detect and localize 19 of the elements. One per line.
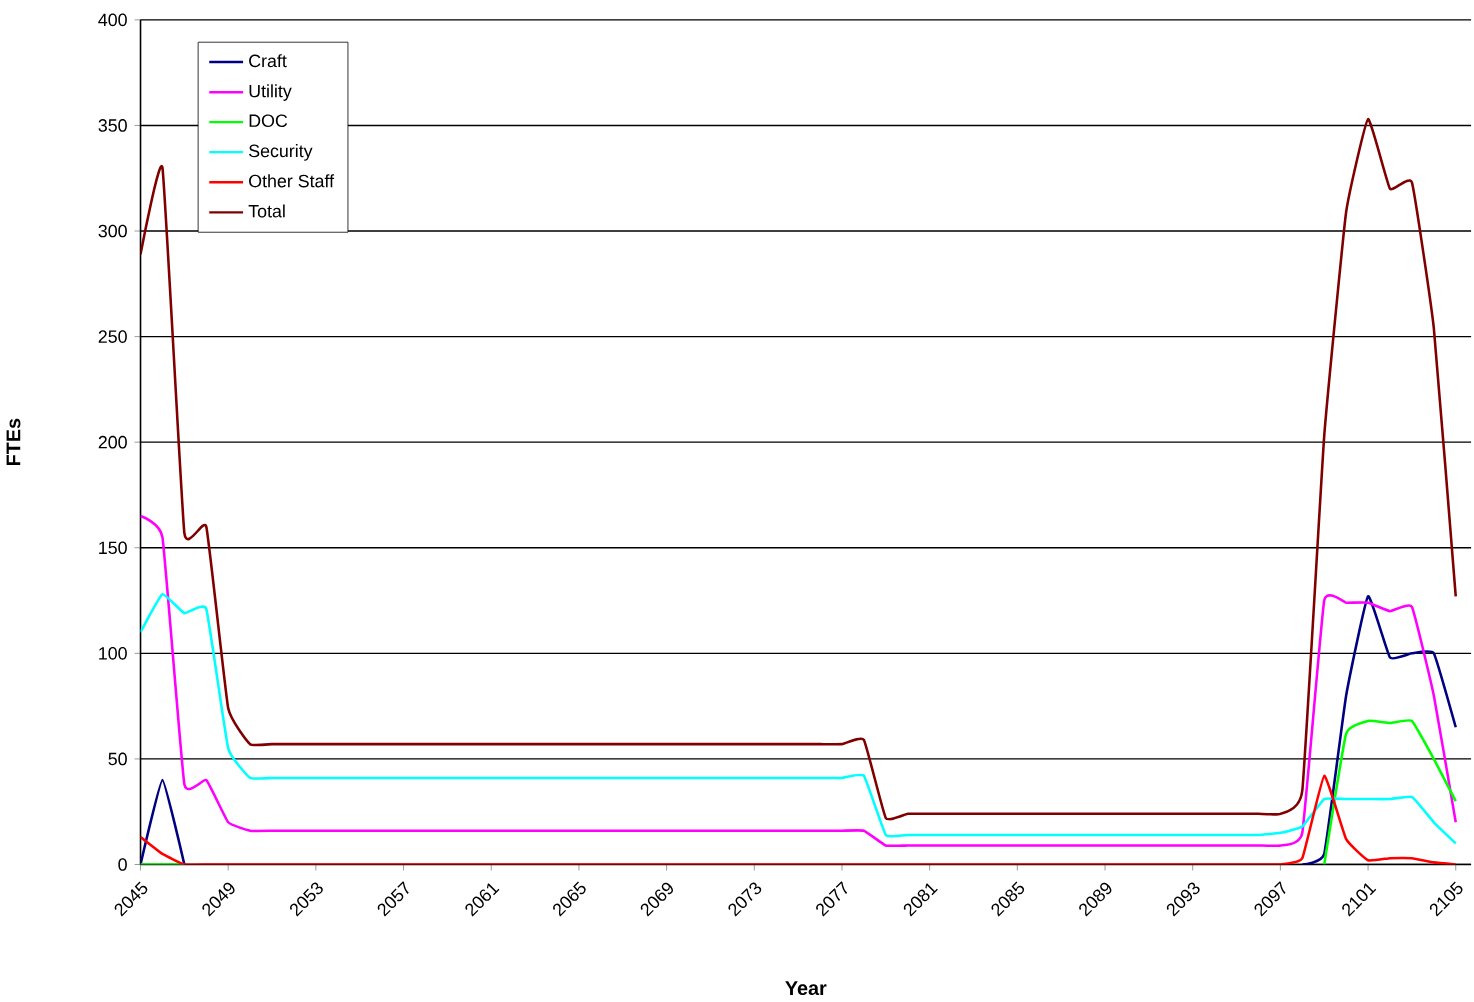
line-series — [140, 774, 1458, 865]
y-tick-label: 250 — [98, 330, 127, 344]
y-tick-label: 350 — [98, 119, 127, 132]
y-tick-label: 50 — [108, 752, 127, 766]
y-tick-label: 300 — [98, 224, 127, 238]
legend-label: Other Staff — [249, 174, 335, 188]
y-tick-label: 100 — [99, 647, 127, 660]
legend-label: Security — [249, 144, 313, 161]
line-series — [140, 514, 1458, 848]
y-tick-label: 200 — [98, 436, 127, 449]
legend-label: Total — [248, 204, 285, 218]
y-tick-label: 400 — [98, 13, 127, 27]
legend-label: Craft — [249, 54, 287, 68]
y-tick-label: 0 — [118, 858, 127, 871]
y-tick-label: 150 — [99, 541, 127, 555]
legend-label: DOC — [249, 114, 288, 128]
x-axis-title: Year — [785, 981, 827, 996]
legend-label: Utility — [249, 84, 292, 102]
y-axis-title: FTEs — [6, 418, 21, 466]
